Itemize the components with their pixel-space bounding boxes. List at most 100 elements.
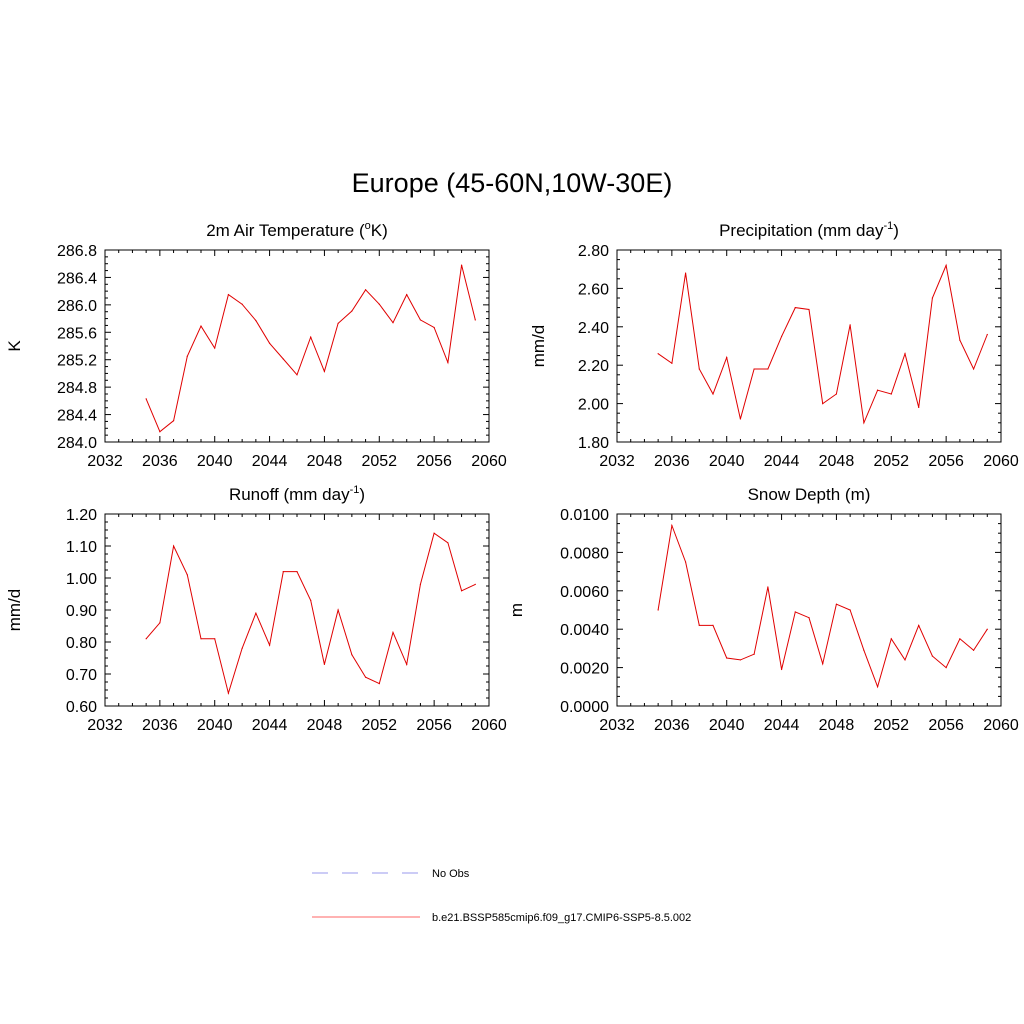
data-point [739,659,742,661]
y-tick-label: 0.0040 [560,622,609,639]
y-tick-label: 2.40 [578,320,609,337]
series-line-model [657,523,988,689]
series-line-model [657,263,988,425]
data-point [780,668,783,671]
series-line-model [145,532,476,696]
data-point [296,571,298,573]
data-point [214,638,216,640]
data-point [890,393,892,395]
data-point [972,649,975,651]
y-axis-label: mm/d [529,325,548,368]
data-point [447,542,449,544]
data-point [959,339,961,341]
data-point [186,574,188,576]
data-point [200,325,202,327]
data-point [904,659,906,661]
data-point [364,289,367,291]
x-tick-label: 2056 [416,717,452,734]
data-point [433,532,435,534]
data-point [657,353,659,355]
data-point [726,356,728,359]
data-point [931,297,934,299]
data-point [712,393,714,395]
data-point [698,368,700,370]
data-point [890,638,892,640]
data-point [433,326,435,329]
data-point [419,319,422,321]
x-tick-label: 2048 [307,717,343,734]
x-tick-label: 2044 [764,717,800,734]
data-point [794,307,796,309]
x-tick-label: 2036 [654,717,690,734]
data-point [145,398,147,400]
data-point [918,406,920,409]
data-point [876,686,879,688]
chart-panel-2: 2032 2036 2040 2044 2048 2052 2056 2060 1.80 2.00… [529,220,1019,470]
x-tick-label: 2052 [873,717,909,734]
data-point [684,561,687,563]
x-tick-label: 2056 [928,717,964,734]
x-tick-label: 2040 [197,453,233,470]
data-point [172,420,175,422]
data-point [474,319,476,321]
x-tick-label: 2060 [983,453,1019,470]
data-point [296,374,298,376]
data-point [767,368,769,370]
y-tick-label: 2.80 [578,243,609,260]
data-point [684,272,687,274]
data-point [337,609,339,611]
data-point [419,583,422,586]
y-tick-label: 1.20 [66,507,97,524]
chart-panel-1: 2032 2036 2040 2044 2048 2052 2056 2060 284.0 284… [5,220,507,470]
data-point [904,353,906,355]
data-point [767,586,769,588]
data-point [255,612,257,614]
legend-label-model: b.e21.BSSP585cmip6.f09_g17.CMIP6-SSP5-8.… [432,912,691,924]
x-tick-label: 2032 [599,717,635,734]
data-point [780,335,783,337]
data-point [863,649,865,651]
x-tick-label: 2060 [471,453,507,470]
figure-title: Europe (45-60N,10W-30E) [351,168,673,198]
x-tick-label: 2032 [599,453,635,470]
x-tick-label: 2060 [471,717,507,734]
y-axis-label: m [507,603,526,617]
y-tick-label: 0.0060 [560,584,609,601]
data-point [406,663,408,666]
data-point [282,571,284,573]
panel-title: Runoff (mm day-1) [229,484,365,504]
data-point [268,342,271,344]
data-point [918,624,920,626]
plot-frame [616,513,1002,707]
y-tick-label: 1.10 [66,539,97,556]
data-point [945,264,947,266]
x-tick-label: 2036 [142,453,178,470]
y-tick-label: 0.90 [66,603,97,620]
data-point [753,653,755,655]
data-point [337,322,339,324]
data-point [323,663,326,666]
data-point [822,403,824,405]
data-point [310,336,312,338]
data-point [351,310,353,312]
data-point [310,599,312,602]
data-point [241,647,243,650]
data-point [822,663,824,665]
x-tick-label: 2052 [361,453,397,470]
data-point [808,617,810,619]
x-tick-label: 2044 [764,453,800,470]
x-tick-label: 2056 [416,453,452,470]
data-point [698,624,700,626]
plot-frame [104,249,490,443]
x-tick-label: 2048 [307,453,343,470]
x-tick-label: 2036 [654,453,690,470]
x-tick-label: 2044 [252,717,288,734]
x-tick-label: 2060 [983,717,1019,734]
series-line-model [145,264,476,433]
y-tick-label: 0.60 [66,699,97,716]
panel-title: Snow Depth (m) [748,485,871,504]
data-point [351,654,353,656]
data-point [474,583,476,586]
data-point [959,638,961,640]
data-point [364,676,367,678]
